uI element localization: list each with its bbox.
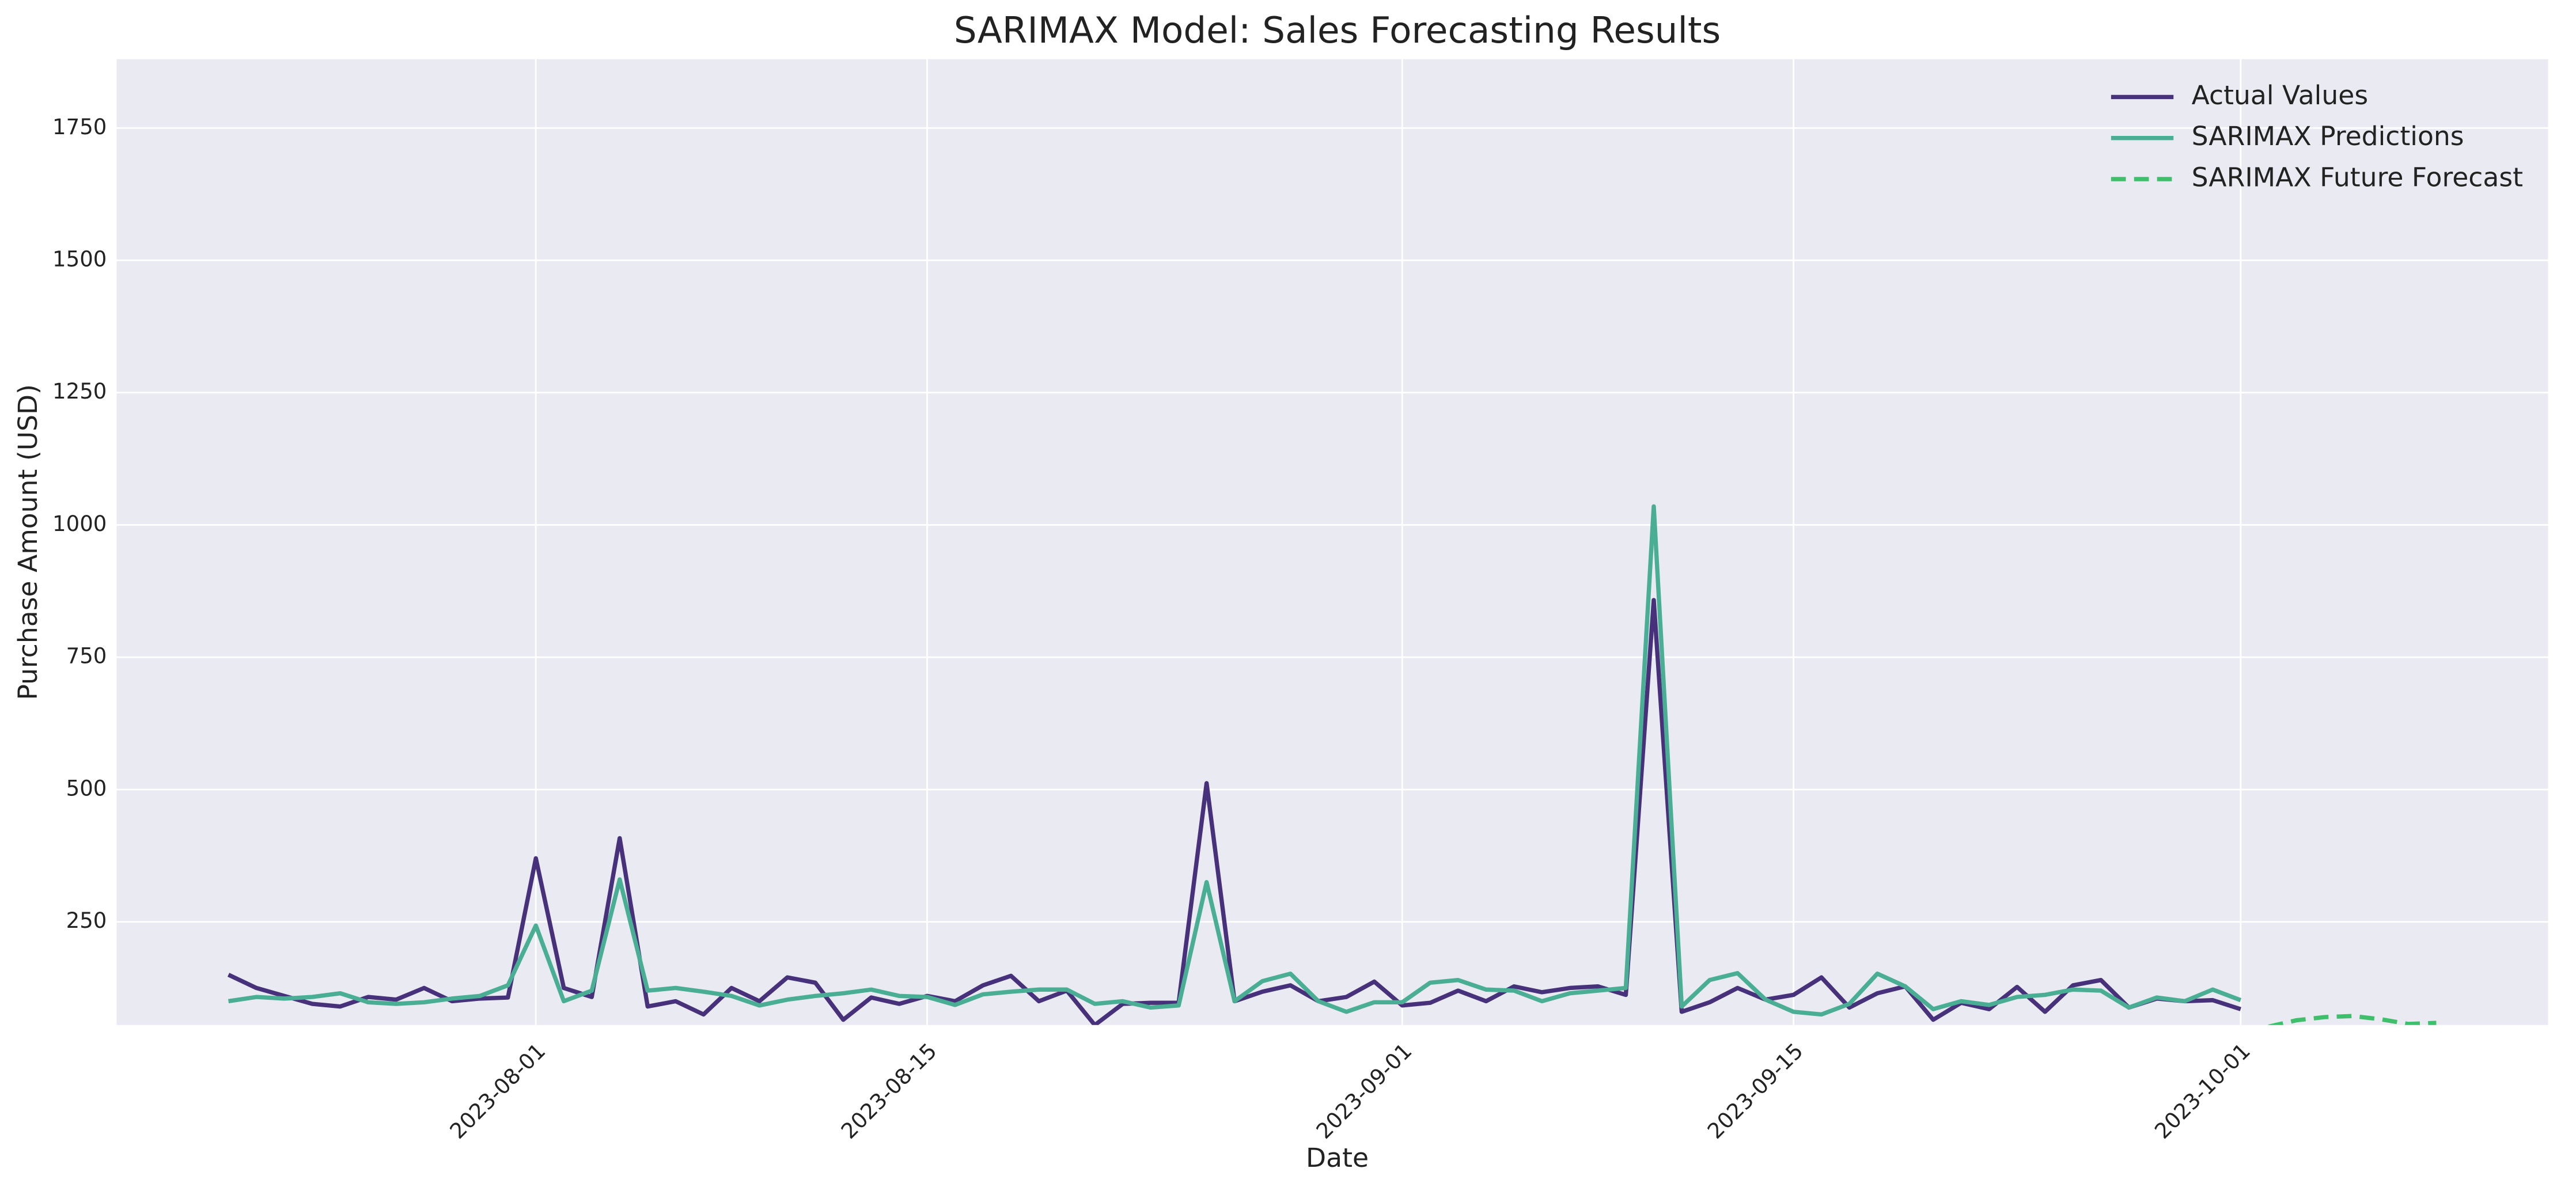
- x-tick-label: 2023-09-15: [1703, 1038, 1808, 1144]
- x-tick-label: 2023-09-01: [1312, 1038, 1417, 1144]
- y-tick-label: 750: [66, 644, 107, 669]
- legend-label: SARIMAX Future Forecast: [2192, 162, 2523, 193]
- x-tick-label: 2023-10-01: [2150, 1038, 2255, 1144]
- y-tick-label: 250: [66, 908, 107, 933]
- series-line: [228, 504, 2242, 1017]
- x-tick-label: 2023-08-01: [445, 1038, 551, 1144]
- y-tick-label: 1000: [52, 511, 107, 536]
- plot-area: [116, 59, 2548, 1025]
- series-line: [2268, 1014, 2437, 1025]
- y-axis-label: Purchase Amount (USD): [13, 384, 43, 700]
- legend-label: Actual Values: [2192, 80, 2368, 111]
- y-tick-label: 500: [66, 776, 107, 801]
- chart-title: SARIMAX Model: Sales Forecasting Results: [954, 9, 1721, 51]
- y-tick-label: 1250: [52, 379, 107, 404]
- legend-label: SARIMAX Predictions: [2192, 121, 2464, 151]
- x-axis-label: Date: [1306, 1143, 1369, 1173]
- y-tick-label: 1750: [52, 115, 107, 139]
- x-tick-label: 2023-08-15: [836, 1038, 942, 1144]
- y-tick-label: 1500: [52, 246, 107, 271]
